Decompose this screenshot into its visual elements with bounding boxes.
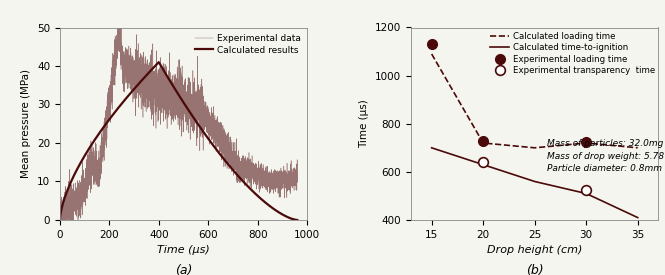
Text: (a): (a) — [175, 264, 192, 275]
Calculated results — [287, 217, 295, 220]
Calculated results — [293, 218, 301, 222]
Experimental data — [56, 214, 64, 217]
Experimental data — [99, 125, 107, 128]
Experimental transparency  time — [479, 161, 487, 164]
Line: Calculated time-to-ignition: Calculated time-to-ignition — [432, 148, 638, 218]
Line: Calculated loading time: Calculated loading time — [432, 54, 638, 148]
Calculated results — [68, 178, 76, 181]
Calculated loading time — [583, 141, 591, 145]
Y-axis label: Time (μs): Time (μs) — [360, 99, 370, 148]
Calculated time-to-ignition — [634, 216, 642, 219]
Experimental loading time — [428, 43, 436, 46]
Experimental loading time — [583, 140, 591, 144]
Text: (b): (b) — [526, 264, 543, 275]
Calculated time-to-ignition — [428, 146, 436, 150]
Experimental data — [210, 120, 218, 123]
Experimental data — [114, 10, 122, 14]
Calculated loading time — [634, 146, 642, 150]
Calculated time-to-ignition — [531, 180, 539, 183]
Experimental data — [251, 163, 259, 166]
Calculated results — [165, 78, 173, 81]
X-axis label: Time (μs): Time (μs) — [157, 245, 210, 255]
Calculated results — [172, 88, 180, 91]
Text: Mass of particles: 32.0mg
Mass of drop weight: 5.78 k
Particle diameter: 0.8mm: Mass of particles: 32.0mg Mass of drop w… — [547, 139, 665, 173]
Experimental data — [198, 136, 206, 139]
Calculated results — [243, 184, 251, 187]
Calculated time-to-ignition — [583, 192, 591, 195]
Experimental data — [233, 179, 241, 182]
Line: Experimental transparency  time: Experimental transparency time — [478, 157, 591, 195]
Line: Experimental loading time: Experimental loading time — [427, 40, 591, 147]
Y-axis label: Mean pressure (MPa): Mean pressure (MPa) — [21, 69, 31, 178]
Experimental data — [56, 218, 64, 222]
Legend: Calculated loading time, Calculated time-to-ignition, Experimental loading time,: Calculated loading time, Calculated time… — [488, 30, 656, 77]
Calculated results — [56, 218, 64, 222]
Legend: Experimental data, Calculated results: Experimental data, Calculated results — [194, 32, 303, 56]
Calculated loading time — [428, 52, 436, 56]
Experimental data — [293, 181, 301, 184]
Calculated results — [155, 60, 163, 64]
X-axis label: Drop height (cm): Drop height (cm) — [487, 245, 583, 255]
Line: Experimental data: Experimental data — [60, 12, 297, 220]
Line: Calculated results: Calculated results — [60, 62, 297, 220]
Calculated loading time — [531, 146, 539, 150]
Experimental loading time — [479, 139, 487, 142]
Calculated loading time — [479, 141, 487, 145]
Experimental transparency  time — [583, 188, 591, 192]
Experimental data — [147, 75, 155, 78]
Calculated results — [287, 217, 295, 220]
Calculated time-to-ignition — [479, 163, 487, 166]
